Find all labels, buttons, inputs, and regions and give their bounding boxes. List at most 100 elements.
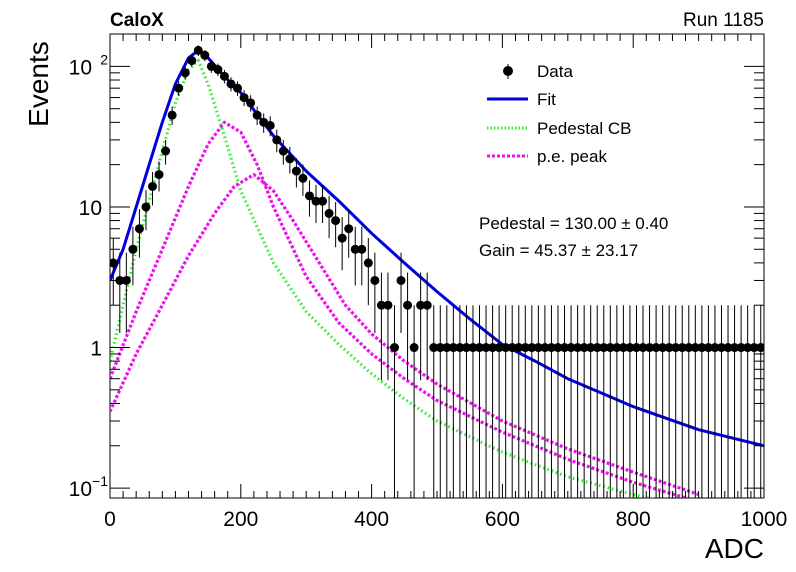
data-point — [337, 233, 347, 243]
legend-label-fit: Fit — [537, 90, 556, 109]
legend-item-data: Data — [503, 62, 573, 81]
data-point — [658, 343, 668, 353]
legend-item-pedestal: Pedestal CB — [487, 119, 632, 138]
data-point — [344, 224, 354, 234]
data-point — [128, 244, 138, 254]
data-point — [592, 343, 602, 353]
data-point — [324, 208, 334, 218]
data-point — [645, 343, 655, 353]
data-point — [566, 343, 576, 353]
data-point — [723, 343, 733, 353]
data-point — [455, 343, 465, 353]
y-tick-label: 10 2 — [69, 51, 109, 79]
data-point — [389, 343, 399, 353]
data-point — [736, 343, 746, 353]
data-point — [560, 343, 570, 353]
y-tick-base: 10 — [69, 478, 92, 501]
data-point — [246, 98, 256, 108]
data-point — [272, 135, 282, 145]
data-point — [318, 196, 328, 206]
data-point — [553, 343, 563, 353]
data-point — [631, 343, 641, 353]
data-point — [200, 50, 210, 60]
data-point — [429, 343, 439, 353]
data-point — [396, 275, 406, 285]
data-point — [167, 110, 177, 120]
data-point — [331, 216, 341, 226]
data-point — [285, 154, 295, 164]
data-point — [625, 343, 635, 353]
data-point — [416, 300, 426, 310]
data-point — [226, 79, 236, 89]
data-point — [350, 244, 360, 254]
legend-item-fit: Fit — [487, 90, 556, 109]
data-point — [586, 343, 596, 353]
data-point — [684, 343, 694, 353]
data-point — [403, 300, 413, 310]
data-point — [540, 343, 550, 353]
run-label: Run 1185 — [683, 10, 764, 31]
data-point — [213, 65, 223, 75]
curve-p-e-peak-1- — [110, 120, 692, 498]
x-tick-label: 400 — [354, 508, 389, 531]
x-tick-label: 0 — [104, 508, 116, 531]
legend-label-pedestal: Pedestal CB — [537, 119, 632, 138]
data-point — [488, 343, 498, 353]
data-point — [461, 343, 471, 353]
data-point — [481, 343, 491, 353]
data-point — [697, 343, 707, 353]
data-point — [219, 71, 229, 81]
data-point — [527, 343, 537, 353]
data-point — [148, 181, 158, 191]
data-point — [507, 343, 517, 353]
data-point — [671, 343, 681, 353]
y-tick-label: 1 — [90, 338, 102, 361]
data-point — [409, 343, 419, 353]
data-point — [651, 343, 661, 353]
gain-stat: Gain = 45.37 ± 23.17 — [479, 241, 638, 260]
x-tick-label: 200 — [223, 508, 258, 531]
data-marker-icon — [503, 66, 513, 76]
data-point — [174, 83, 184, 93]
data-point — [278, 146, 288, 156]
data-point — [703, 343, 713, 353]
data-point — [180, 68, 190, 78]
data-point — [187, 56, 197, 66]
data-point — [605, 343, 615, 353]
data-point — [612, 343, 622, 353]
data-point — [383, 300, 393, 310]
data-point — [599, 343, 609, 353]
data-point — [134, 224, 144, 234]
data-point — [422, 300, 432, 310]
data-point — [573, 343, 583, 353]
y-tick-exponent: 2 — [100, 51, 108, 67]
data-point — [664, 343, 674, 353]
data-point — [239, 93, 249, 103]
legend-label-pe-peak: p.e. peak — [537, 147, 607, 166]
data-point — [546, 343, 556, 353]
data-point — [533, 343, 543, 353]
experiment-label: CaloX — [110, 10, 164, 31]
data-point — [121, 275, 131, 285]
data-point — [501, 343, 511, 353]
legend-label-data: Data — [537, 62, 573, 81]
data-point — [475, 343, 485, 353]
x-axis-title: ADC — [705, 533, 764, 564]
y-tick-label: 10 — [79, 197, 102, 220]
y-tick-label: 10 −1 — [69, 473, 109, 501]
pedestal-stat: Pedestal = 130.00 ± 0.40 — [479, 214, 668, 233]
data-point — [618, 343, 628, 353]
data-point — [141, 202, 151, 212]
data-point — [710, 343, 720, 353]
data-point — [291, 166, 301, 176]
y-axis-title: Events — [23, 41, 54, 127]
data-point — [311, 196, 321, 206]
data-point — [304, 191, 314, 201]
data-point — [520, 343, 530, 353]
data-point — [435, 343, 445, 353]
data-point — [730, 343, 740, 353]
data-point — [494, 343, 504, 353]
